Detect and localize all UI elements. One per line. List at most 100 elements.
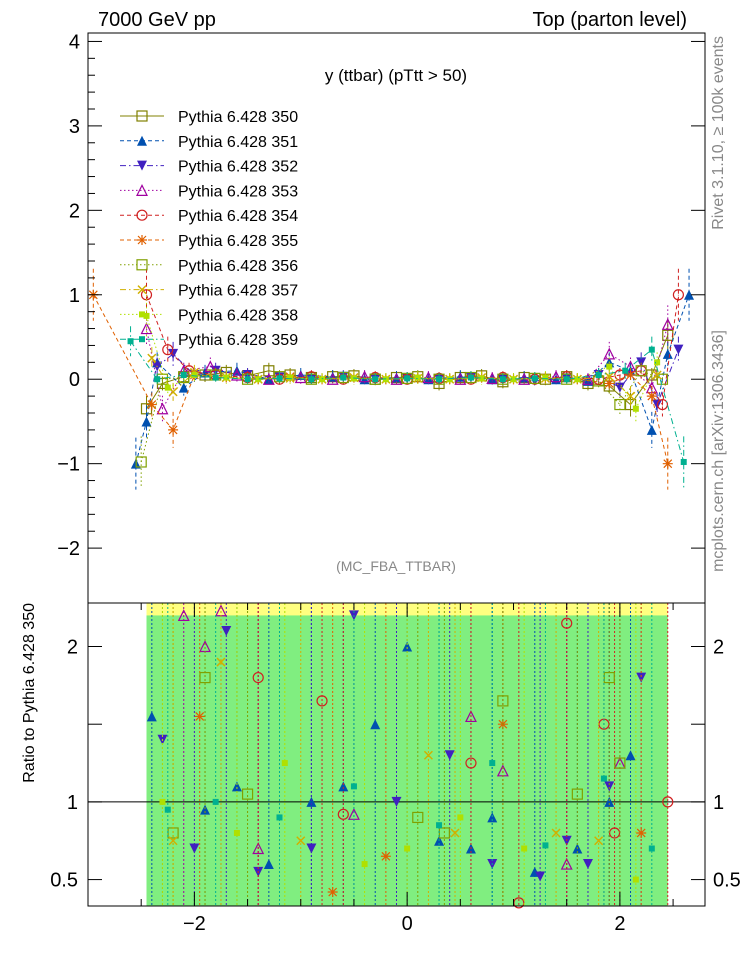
data-point — [191, 372, 198, 378]
data-point — [244, 376, 251, 383]
data-point — [135, 456, 147, 468]
ratio-point — [380, 851, 391, 862]
legend-marker — [136, 209, 148, 221]
data-point — [308, 376, 315, 383]
ratio-point — [497, 695, 509, 707]
data-point — [146, 399, 157, 410]
data-point — [574, 376, 581, 383]
ratio-point — [338, 781, 349, 792]
mcplots-reference-label: mcplots.cern.ch [arXiv:1306.3436] — [710, 330, 727, 572]
ratio-y-tick-label: 0.5 — [50, 870, 78, 892]
ratio-point — [489, 760, 496, 767]
legend-entry: Pythia 6.428 354 — [120, 208, 298, 225]
data-point — [156, 402, 169, 415]
legend-entry: Pythia 6.428 353 — [120, 183, 298, 200]
data-point — [563, 376, 570, 383]
ratio-panel: 0.5 0.5 1 1 2 2 −2 0 2 Ratio to Pythia 6.428 35… — [21, 602, 741, 935]
data-point — [661, 317, 674, 330]
data-point — [358, 370, 371, 383]
legend-entry: Pythia 6.428 359 — [120, 332, 298, 349]
data-point — [604, 372, 614, 382]
ratio-y-axis-label: Ratio to Pythia 6.428 350 — [21, 603, 38, 783]
legend-entry: Pythia 6.428 357 — [120, 283, 298, 300]
data-point — [684, 289, 695, 300]
legend-marker — [136, 259, 148, 271]
main-panel: −2 −1 0 1 2 3 4 y (ttbar) (pTtt > 50) (MC_FBA_… — [57, 31, 706, 604]
ratio-point — [337, 808, 349, 820]
data-point — [662, 458, 673, 469]
analysis-annotation: (MC_FBA_TTBAR) — [336, 558, 456, 574]
data-point — [499, 376, 506, 383]
series-10-group — [127, 326, 687, 488]
ratio-y-tick-label-right: 0.5 — [713, 870, 741, 892]
legend-marker — [139, 336, 145, 343]
legend-entry: Pythia 6.428 355 — [120, 233, 298, 250]
data-point — [140, 322, 153, 335]
y-tick-label: 2 — [69, 200, 80, 222]
data-point — [127, 338, 134, 345]
ratio-x-axis: −2 0 2 — [87, 603, 674, 935]
legend-marker — [137, 235, 147, 245]
data-point — [414, 374, 421, 381]
data-point — [154, 376, 161, 383]
ratio-point — [327, 887, 338, 898]
ratio-point — [199, 671, 211, 684]
rivet-version-label: Rivet 3.1.10, ≥ 100k events — [710, 36, 727, 230]
ratio-point — [189, 843, 200, 854]
y-tick-label: 0 — [69, 369, 80, 391]
data-point — [478, 375, 485, 382]
ratio-point — [542, 842, 549, 849]
ratio-point — [350, 783, 357, 790]
ratio-point — [233, 829, 240, 836]
data-point — [340, 374, 347, 381]
ratio-point — [263, 859, 274, 870]
data-point — [673, 344, 684, 355]
ratio-point — [200, 804, 211, 815]
series-line — [130, 340, 685, 463]
ratio-point — [535, 871, 546, 882]
ratio-point — [168, 836, 178, 846]
ratio-point — [164, 806, 171, 813]
ratio-point — [604, 781, 615, 792]
ratio-point — [444, 750, 455, 761]
data-point — [656, 373, 669, 385]
legend-marker — [137, 285, 147, 295]
ratio-point — [662, 796, 674, 808]
ratio-point — [604, 796, 615, 807]
ratio-point — [212, 798, 219, 805]
ratio-point — [231, 781, 242, 792]
main-data-layer — [88, 268, 695, 490]
data-point — [230, 368, 243, 381]
ratio-y-axis: 0.5 0.5 1 1 2 2 — [50, 637, 741, 892]
ratio-point — [632, 876, 639, 883]
ratio-point — [276, 814, 283, 821]
data-point — [652, 370, 662, 380]
data-point — [636, 357, 647, 368]
ratio-point — [457, 814, 464, 821]
data-point — [510, 376, 517, 383]
ratio-point — [306, 796, 317, 807]
ratio-y-tick-label-right: 1 — [713, 792, 724, 814]
legend-marker — [137, 135, 147, 146]
ratio-point — [404, 845, 411, 852]
ratio-point — [391, 796, 402, 807]
ratio-point — [306, 843, 317, 854]
ratio-point — [412, 811, 424, 824]
legend: Pythia 6.428 350 Pythia 6.428 351 Pythia 6… — [120, 109, 298, 349]
data-point — [168, 348, 179, 359]
left-title: 7000 GeV pp — [98, 9, 216, 31]
legend-marker — [139, 311, 145, 318]
ratio-point — [159, 798, 166, 805]
data-point — [164, 384, 171, 391]
ratio-y-tick-label: 1 — [67, 792, 78, 814]
x-tick-label: −2 — [183, 913, 206, 935]
ratio-point — [450, 828, 460, 838]
ratio-point — [465, 757, 477, 769]
y-tick-label: 3 — [69, 116, 80, 138]
y-tick-label: −1 — [57, 454, 80, 476]
ratio-point — [648, 845, 655, 852]
data-point — [276, 375, 283, 382]
ratio-point — [551, 828, 561, 838]
legend-label: Pythia 6.428 354 — [178, 208, 298, 225]
x-tick-label: 0 — [402, 913, 413, 935]
